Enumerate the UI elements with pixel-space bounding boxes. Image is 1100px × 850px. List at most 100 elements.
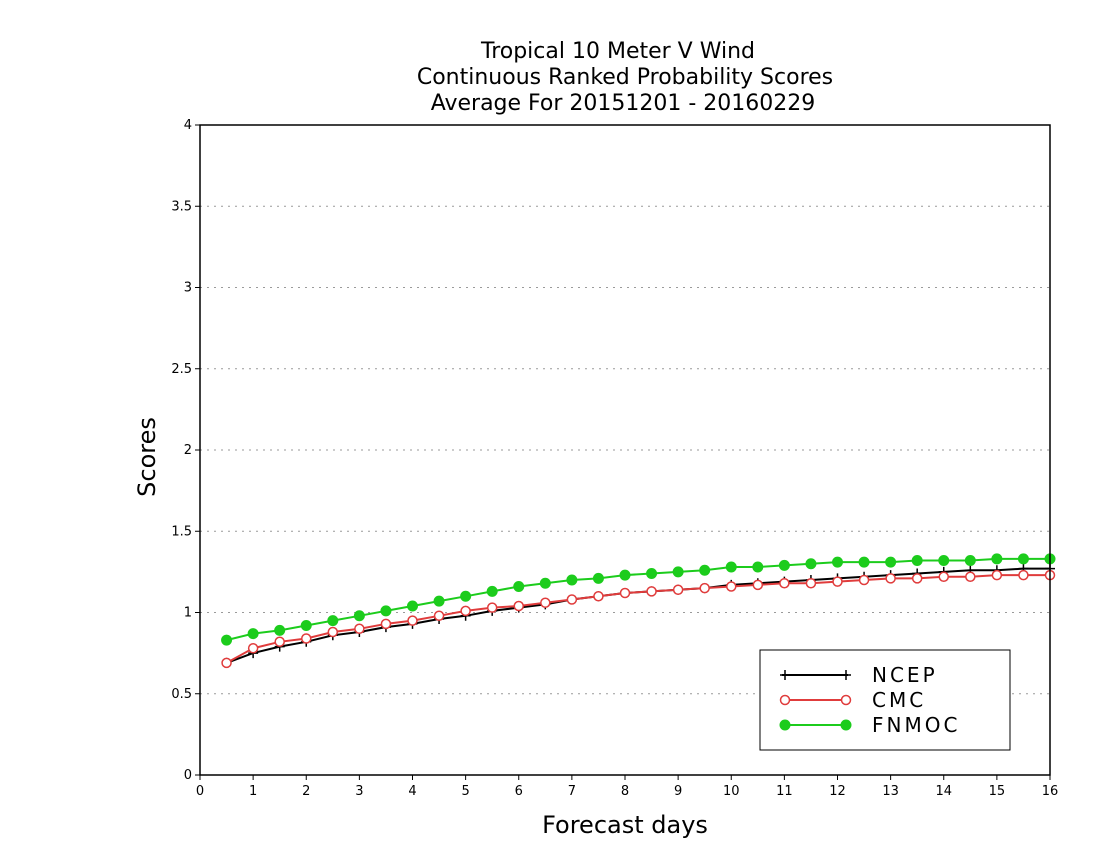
point-fnmoc-22 <box>805 558 817 570</box>
point-cmc-9 <box>460 605 471 617</box>
point-fnmoc-30 <box>1017 553 1029 565</box>
y-tick-label-6: 3 <box>184 281 192 296</box>
legend-marker-right-cmc <box>840 694 852 706</box>
x-tick-label-1: 1 <box>249 784 257 799</box>
point-cmc-2 <box>274 636 285 647</box>
title-line-3: Average For 20151201 - 20160229 <box>431 91 816 116</box>
x-tick-label-7: 7 <box>568 784 576 799</box>
x-tick-label-12: 12 <box>829 784 846 799</box>
point-cmc-22 <box>805 578 817 589</box>
x-axis-label: Forecast days <box>542 811 708 839</box>
point-fnmoc-3 <box>300 620 312 631</box>
point-cmc-10 <box>486 602 498 613</box>
x-tick-label-2: 2 <box>302 784 310 799</box>
point-cmc-14 <box>593 591 604 602</box>
point-fnmoc-29 <box>991 553 1003 565</box>
point-fnmoc-16 <box>646 568 658 579</box>
point-fnmoc-28 <box>964 555 976 566</box>
x-tick-label-4: 4 <box>408 784 416 799</box>
point-fnmoc-5 <box>353 610 365 622</box>
legend-marker-right-ncep <box>841 670 851 680</box>
point-fnmoc-27 <box>938 555 950 566</box>
point-fnmoc-11 <box>513 581 525 592</box>
point-cmc-21 <box>779 578 790 589</box>
point-cmc-15 <box>619 587 631 599</box>
point-fnmoc-1 <box>247 628 259 640</box>
point-fnmoc-25 <box>885 556 897 568</box>
x-tick-label-6: 6 <box>515 784 523 799</box>
point-fnmoc-6 <box>380 605 392 617</box>
point-fnmoc-12 <box>539 577 551 589</box>
point-cmc-5 <box>354 623 365 634</box>
point-cmc-29 <box>991 569 1003 581</box>
y-tick-label-7: 3.5 <box>171 199 192 214</box>
y-tick-label-1: 0.5 <box>171 687 192 702</box>
point-cmc-3 <box>301 633 312 644</box>
y-axis-label: Scores <box>133 417 161 497</box>
point-fnmoc-15 <box>619 569 631 581</box>
x-tick-label-5: 5 <box>461 784 469 799</box>
point-cmc-8 <box>433 610 445 621</box>
axis-ticks: 00.511.522.533.540 1 2 3 4 5 6 7 8 9 10 11 12 13 14 15 1… <box>171 118 1058 799</box>
legend-marker-left-ncep <box>780 670 790 680</box>
point-cmc-20 <box>752 579 764 591</box>
plot-frame <box>199 124 1051 776</box>
chart-title: Tropical 10 Meter V Wind Continuous Rank… <box>417 39 833 116</box>
x-tick-label-16: 16 <box>1042 784 1059 799</box>
legend-label-cmc: CMC <box>872 688 926 712</box>
x-tick-label-8: 8 <box>621 784 629 799</box>
point-cmc-25 <box>885 573 896 584</box>
point-cmc-11 <box>513 600 524 612</box>
point-fnmoc-14 <box>592 572 604 584</box>
point-cmc-30 <box>1018 569 1029 581</box>
point-cmc-18 <box>699 582 710 594</box>
point-cmc-27 <box>938 571 949 582</box>
x-tick-label-9: 9 <box>674 784 682 799</box>
point-fnmoc-21 <box>778 559 790 571</box>
point-cmc-13 <box>566 594 578 605</box>
legend-marker-left-cmc <box>779 694 791 706</box>
y-tick-label-5: 2.5 <box>171 362 192 377</box>
point-fnmoc-18 <box>699 564 711 576</box>
point-cmc-28 <box>965 571 976 582</box>
point-fnmoc-24 <box>858 556 870 568</box>
series-line-ncep <box>226 567 1050 664</box>
legend-entry-ncep: NCEP <box>780 663 935 687</box>
x-tick-label-13: 13 <box>882 784 899 799</box>
point-cmc-24 <box>858 574 870 586</box>
y-tick-label-0: 0 <box>184 768 192 783</box>
legend-marker-left-fnmoc <box>779 719 791 731</box>
y-tick-label-4: 2 <box>184 443 192 458</box>
point-fnmoc-26 <box>911 555 923 566</box>
x-tick-label-0: 0 <box>196 784 204 799</box>
series-fnmoc <box>221 553 1056 646</box>
y-tick-label-3: 1.5 <box>171 524 192 539</box>
y-tick-label-8: 4 <box>184 118 192 133</box>
point-fnmoc-8 <box>433 595 445 607</box>
x-tick-label-3: 3 <box>355 784 363 799</box>
point-fnmoc-13 <box>566 574 578 586</box>
x-tick-label-10: 10 <box>723 784 740 799</box>
point-fnmoc-17 <box>672 566 684 578</box>
point-cmc-16 <box>646 586 657 597</box>
point-cmc-19 <box>726 581 737 592</box>
point-fnmoc-20 <box>752 561 764 573</box>
point-cmc-4 <box>327 626 339 638</box>
point-cmc-6 <box>380 618 392 630</box>
series-layer <box>221 553 1056 669</box>
point-cmc-1 <box>247 643 259 654</box>
point-fnmoc-23 <box>832 556 843 568</box>
legend-marker-right-fnmoc <box>840 719 852 731</box>
series-cmc <box>221 569 1056 669</box>
x-tick-label-11: 11 <box>776 784 793 799</box>
point-fnmoc-4 <box>327 615 339 627</box>
point-cmc-7 <box>407 615 418 626</box>
point-cmc-17 <box>672 584 684 595</box>
point-fnmoc-10 <box>486 585 498 597</box>
point-fnmoc-0 <box>221 634 233 646</box>
point-fnmoc-19 <box>725 561 737 573</box>
y-tick-label-2: 1 <box>184 606 192 621</box>
legend-entry-cmc: CMC <box>779 688 926 712</box>
